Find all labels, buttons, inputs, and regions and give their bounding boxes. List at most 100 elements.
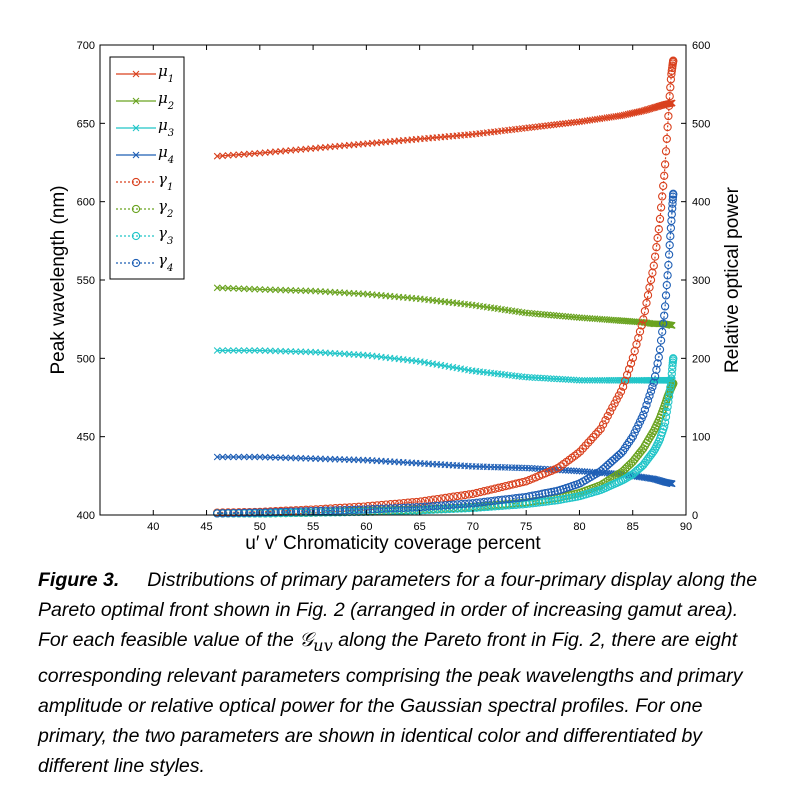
data-point: [565, 493, 574, 503]
data-point: [578, 376, 586, 384]
data-point: [598, 464, 608, 474]
data-point: [576, 376, 583, 384]
data-point: [553, 121, 561, 128]
data-point: [624, 364, 634, 374]
figure-caption: Figure 3. Distributions of primary parame…: [38, 565, 766, 781]
data-point: [601, 416, 610, 425]
data-point: [556, 312, 564, 320]
data-point: [581, 117, 589, 125]
y-left-tick-label: 450: [77, 432, 95, 444]
legend-marker: [131, 258, 141, 268]
data-point: [612, 395, 621, 404]
data-point: [213, 152, 221, 160]
data-point: [457, 491, 466, 500]
data-point: [573, 449, 582, 458]
data-point: [224, 347, 232, 354]
data-point: [292, 287, 300, 294]
data-point: [416, 502, 425, 512]
y-right-tick-label: 200: [692, 353, 710, 365]
data-point: [581, 441, 590, 450]
data-point: [553, 312, 561, 319]
data-point: [240, 150, 248, 158]
data-point: [616, 449, 626, 458]
data-point: [664, 397, 673, 406]
series-μ3: [213, 347, 676, 384]
data-point: [229, 508, 238, 518]
data-point: [326, 506, 335, 515]
data-point: [282, 286, 290, 294]
data-point: [661, 147, 671, 156]
x-tick-label: 45: [200, 521, 212, 533]
data-point: [666, 379, 676, 388]
data-point: [614, 391, 624, 400]
data-point: [246, 453, 253, 461]
caption-text-2: along the Pareto front in Fig. 2, there …: [38, 629, 743, 777]
data-point: [660, 418, 670, 427]
y-right-tick-label: 100: [692, 432, 710, 444]
guv-subscript: uv: [313, 635, 333, 655]
data-point: [591, 376, 599, 384]
data-point: [655, 214, 665, 224]
data-point: [245, 508, 254, 517]
data-point: [312, 455, 319, 463]
data-point: [562, 376, 569, 383]
data-point: [660, 422, 669, 431]
data-point: [665, 240, 674, 250]
data-point: [246, 150, 253, 158]
data-point: [449, 500, 458, 509]
data-point: [618, 382, 628, 391]
legend-marker: [132, 97, 140, 105]
y-right-tick-label: 600: [692, 40, 710, 52]
legend-label-sub: 2: [167, 101, 174, 112]
data-point: [576, 314, 583, 321]
data-point: [223, 509, 233, 518]
data-point: [550, 487, 559, 496]
data-point: [272, 454, 279, 461]
data-point: [395, 503, 404, 513]
data-point: [266, 508, 275, 517]
legend-label-sub: 4: [167, 155, 174, 166]
data-point: [616, 112, 624, 120]
data-point: [591, 430, 600, 439]
y-right-axis-title: Relative optical power: [722, 186, 743, 373]
data-point: [578, 314, 586, 322]
data-point: [559, 312, 566, 320]
data-point: [648, 429, 657, 438]
data-point: [453, 491, 462, 501]
data-point: [581, 376, 589, 384]
data-point: [230, 453, 237, 461]
data-point: [570, 119, 578, 126]
data-point: [565, 313, 572, 320]
data-point: [261, 453, 269, 461]
data-point: [668, 195, 677, 204]
data-point: [230, 347, 237, 354]
data-point: [622, 370, 632, 380]
legend-box: [109, 56, 185, 280]
data-point: [386, 504, 395, 513]
data-point: [567, 376, 575, 384]
data-point: [240, 347, 248, 354]
data-point: [583, 376, 591, 384]
data-point: [626, 359, 636, 368]
data-point: [567, 467, 575, 474]
data-point: [660, 171, 669, 180]
data-point: [297, 348, 305, 356]
data-point: [645, 433, 654, 443]
data-point: [429, 502, 438, 511]
data-point: [594, 427, 603, 436]
data-point: [464, 490, 474, 499]
data-point: [246, 285, 253, 293]
data-point: [601, 462, 610, 472]
legend-marker: [132, 151, 140, 159]
data-point: [578, 118, 586, 125]
data-point: [668, 322, 676, 329]
data-point: [573, 314, 581, 321]
data-point: [570, 313, 578, 321]
series-γ2: [213, 379, 678, 518]
data-point: [256, 453, 264, 461]
data-point: [292, 454, 300, 462]
data-point: [618, 112, 626, 119]
data-point: [277, 347, 284, 355]
data-point: [652, 243, 661, 252]
data-point: [620, 376, 630, 385]
